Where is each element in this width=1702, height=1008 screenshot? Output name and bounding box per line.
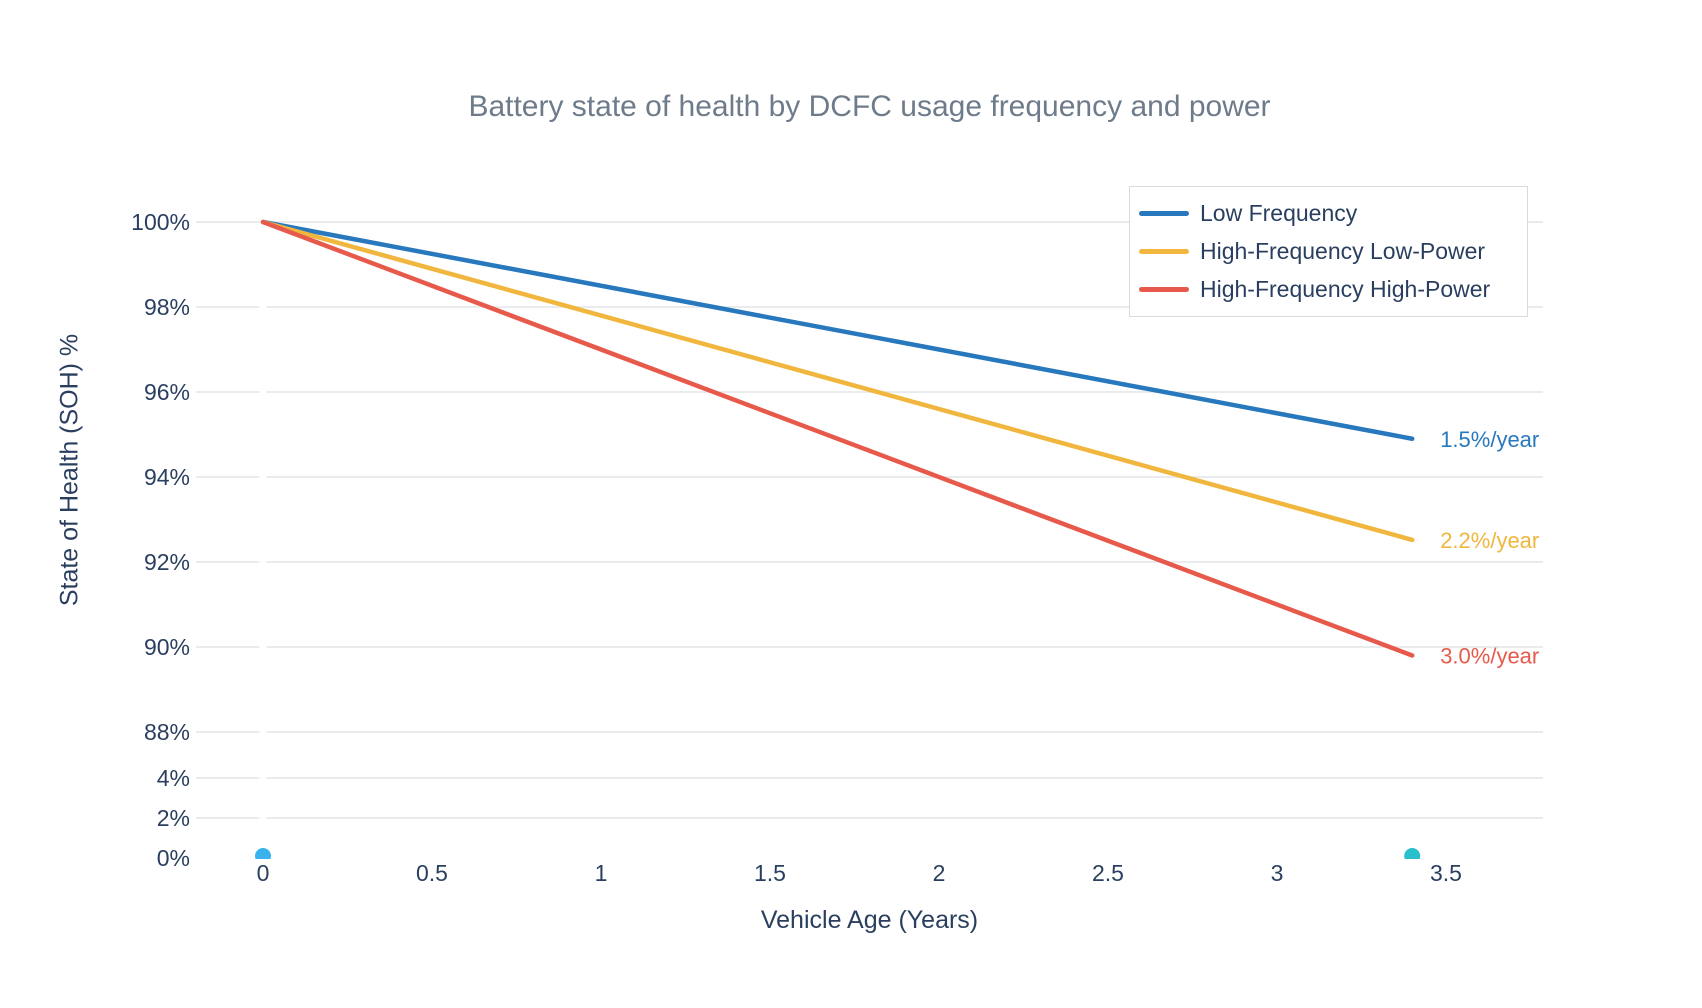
x-tick-label-1-5: 1.5 <box>754 860 786 886</box>
x-tick-label-2-5: 2.5 <box>1092 860 1124 886</box>
y-tick-label-0pct: 0% <box>157 845 190 871</box>
x-tick-label-3: 3 <box>1271 860 1284 886</box>
x-zeroline <box>259 183 267 858</box>
x-tick-label-1: 1 <box>595 860 608 886</box>
legend-swatch-low-frequency <box>1139 211 1189 216</box>
y-axis-title: State of Health (SOH) % <box>55 333 84 607</box>
annotation-high-frequency-high-power: 3.0%/year <box>1440 644 1539 669</box>
x-tick-label-0-5: 0.5 <box>416 860 448 886</box>
series-line-high-frequency-low-power[interactable] <box>260 219 1415 543</box>
annotation-high-frequency-low-power: 2.2%/year <box>1440 528 1539 553</box>
legend-swatch-high-frequency-high-power <box>1139 287 1189 292</box>
series-line-high-frequency-high-power[interactable] <box>260 219 1415 658</box>
x-tick-label-2: 2 <box>933 860 946 886</box>
legend-swatch-high-frequency-low-power <box>1139 249 1189 254</box>
legend: Low Frequency High-Frequency Low-Power H… <box>1129 186 1528 317</box>
y-tick-label-2pct: 2% <box>157 805 190 831</box>
y-tick-label-88pct: 88% <box>144 719 190 745</box>
legend-label: Low Frequency <box>1200 200 1358 226</box>
annotation-low-frequency: 1.5%/year <box>1440 427 1539 452</box>
legend-item-low-frequency[interactable]: Low Frequency <box>1139 195 1527 233</box>
y-tick-label-100pct: 100% <box>131 209 190 235</box>
y-tick-label-90pct: 90% <box>144 634 190 660</box>
zero-marker-end <box>1404 848 1421 859</box>
legend-label: High-Frequency High-Power <box>1200 276 1491 302</box>
y-tick-label-92pct: 92% <box>144 549 190 575</box>
x-tick-label-0: 0 <box>257 860 270 886</box>
y-tick-label-98pct: 98% <box>144 294 190 320</box>
legend-item-high-frequency-low-power[interactable]: High-Frequency Low-Power <box>1139 233 1527 271</box>
y-tick-label-96pct: 96% <box>144 379 190 405</box>
series-line-low-frequency[interactable] <box>260 219 1415 441</box>
zero-marker-start <box>255 848 271 859</box>
y-tick-label-4pct: 4% <box>157 765 190 791</box>
chart-title: Battery state of health by DCFC usage fr… <box>468 90 1271 123</box>
legend-label: High-Frequency Low-Power <box>1200 238 1486 264</box>
x-tick-label-3-5: 3.5 <box>1430 860 1462 886</box>
x-axis-title: Vehicle Age (Years) <box>760 906 979 934</box>
legend-item-high-frequency-high-power[interactable]: High-Frequency High-Power <box>1139 271 1527 309</box>
y-tick-label-94pct: 94% <box>144 464 190 490</box>
